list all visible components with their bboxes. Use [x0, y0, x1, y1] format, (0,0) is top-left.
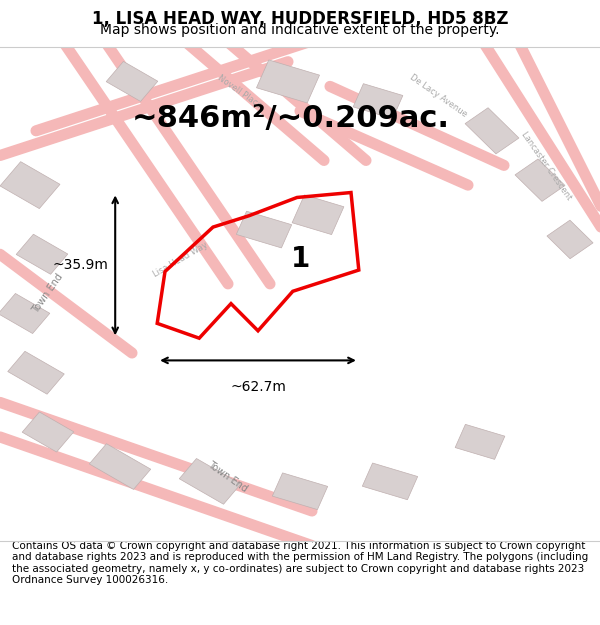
Text: Map shows position and indicative extent of the property.: Map shows position and indicative extent…: [100, 22, 500, 36]
Text: ~35.9m: ~35.9m: [52, 258, 108, 272]
Polygon shape: [106, 61, 158, 101]
Text: Contains OS data © Crown copyright and database right 2021. This information is : Contains OS data © Crown copyright and d…: [12, 541, 588, 586]
Polygon shape: [547, 220, 593, 259]
Polygon shape: [0, 294, 50, 334]
Text: Novell Place: Novell Place: [216, 73, 264, 110]
Polygon shape: [22, 412, 74, 452]
Polygon shape: [455, 424, 505, 459]
Polygon shape: [465, 107, 519, 154]
Polygon shape: [8, 351, 64, 394]
Polygon shape: [292, 195, 344, 234]
Text: 1, LISA HEAD WAY, HUDDERSFIELD, HD5 8BZ: 1, LISA HEAD WAY, HUDDERSFIELD, HD5 8BZ: [92, 10, 508, 28]
Polygon shape: [256, 60, 320, 103]
Text: Lisa Head Way: Lisa Head Way: [151, 240, 209, 279]
Text: 1: 1: [290, 245, 310, 273]
Polygon shape: [89, 444, 151, 489]
Polygon shape: [236, 211, 292, 248]
Text: Lancaster Crescent: Lancaster Crescent: [519, 129, 573, 201]
Polygon shape: [272, 473, 328, 509]
Polygon shape: [362, 463, 418, 500]
Polygon shape: [16, 234, 68, 274]
Polygon shape: [179, 459, 241, 504]
Polygon shape: [353, 84, 403, 119]
Text: Town End: Town End: [31, 272, 65, 316]
Text: ~846m²/~0.209ac.: ~846m²/~0.209ac.: [132, 104, 450, 133]
Polygon shape: [0, 162, 60, 209]
Text: ~62.7m: ~62.7m: [230, 380, 286, 394]
Text: Town End: Town End: [206, 459, 250, 494]
Polygon shape: [515, 159, 565, 201]
Text: De Lacy Avenue: De Lacy Avenue: [407, 73, 469, 119]
